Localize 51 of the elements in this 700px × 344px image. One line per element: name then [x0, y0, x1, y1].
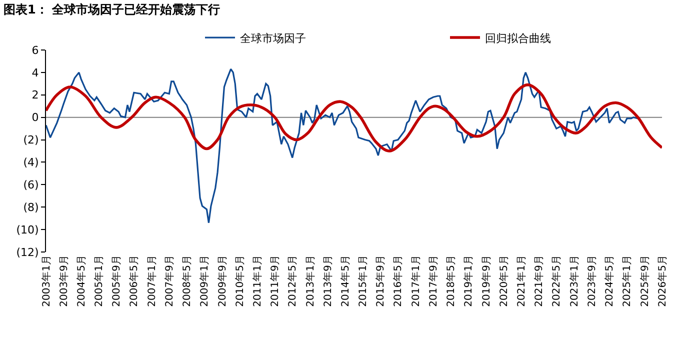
y-tick-label: 2 — [32, 88, 39, 102]
x-tick-label: 2014年5月 — [339, 255, 352, 307]
x-tick-label: 2011年9月 — [269, 255, 282, 307]
x-tick-label: 2003年1月 — [40, 255, 52, 307]
x-tick-label: 2025年1月 — [621, 255, 634, 307]
x-tick-label: 2005年1月 — [93, 255, 106, 307]
y-tick-label: 4 — [32, 66, 39, 80]
x-tick-label: 2006年5月 — [128, 255, 140, 307]
y-tick-label: (10) — [16, 223, 39, 236]
x-tick-label: 2008年5月 — [181, 255, 193, 307]
x-tick-label: 2009年1月 — [198, 255, 211, 307]
x-tick-label: 2019年1月 — [462, 255, 475, 307]
x-tick-label: 2009年9月 — [216, 255, 228, 307]
x-tick-label: 2007年1月 — [146, 255, 158, 307]
x-tick-label: 2026年5月 — [656, 255, 668, 307]
x-tick-label: 2015年1月 — [357, 255, 370, 307]
x-tick-label: 2003年9月 — [58, 255, 70, 307]
y-tick-label: (8) — [23, 200, 39, 214]
x-tick-label: 2010年5月 — [234, 255, 246, 307]
x-tick-label: 2021年9月 — [533, 255, 546, 307]
x-tick-label: 2025年9月 — [638, 255, 651, 307]
line-series — [46, 68, 639, 224]
y-tick-label: 0 — [32, 111, 39, 124]
chart-title: 图表1： 全球市场因子已经开始震荡下行 — [4, 2, 220, 17]
x-tick-label: 2007年9月 — [163, 255, 176, 307]
line-series — [46, 83, 662, 152]
x-tick-label: 2021年1月 — [516, 255, 528, 307]
x-tick-label: 2020年5月 — [498, 255, 510, 307]
x-tick-label: 2011年1月 — [251, 255, 264, 307]
y-tick-label: (12) — [16, 246, 39, 259]
y-tick-label: 6 — [32, 44, 39, 57]
legend-label: 全球市场因子 — [240, 32, 306, 45]
x-tick-label: 2022年5月 — [550, 255, 563, 307]
x-tick-label: 2017年1月 — [410, 255, 422, 307]
legend-label: 回归拟合曲线 — [485, 32, 551, 45]
x-tick-label: 2013年9月 — [322, 255, 334, 307]
x-tick-label: 2015年9月 — [374, 255, 387, 307]
y-tick-label: (2) — [23, 134, 39, 147]
x-tick-label: 2024年5月 — [603, 255, 616, 307]
y-tick-label: (6) — [23, 178, 39, 192]
x-tick-label: 2004年5月 — [75, 255, 88, 307]
x-tick-label: 2013年1月 — [304, 255, 316, 307]
x-tick-label: 2018年5月 — [445, 255, 458, 307]
x-tick-label: 2019年9月 — [480, 255, 492, 307]
x-tick-label: 2023年9月 — [586, 255, 598, 307]
x-tick-label: 2017年9月 — [428, 255, 440, 307]
x-tick-label: 2005年9月 — [110, 255, 123, 307]
y-tick-label: (4) — [23, 156, 39, 170]
x-tick-label: 2012年5月 — [286, 255, 299, 307]
x-tick-label: 2016年5月 — [392, 255, 404, 307]
x-tick-label: 2023年1月 — [568, 255, 580, 307]
